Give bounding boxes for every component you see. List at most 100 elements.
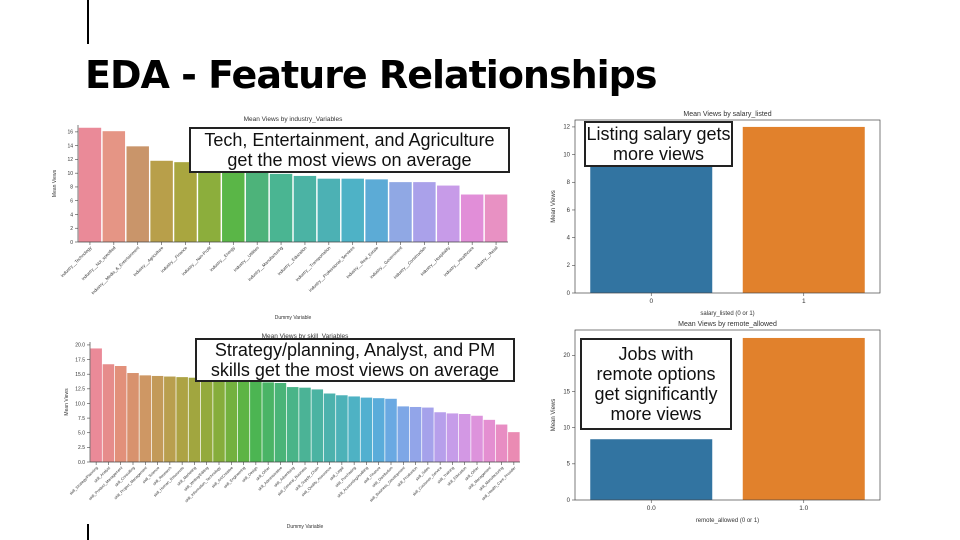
y-tick-label: 0 [567, 291, 571, 297]
x-tick-label: 1.0 [799, 505, 808, 512]
bar-22 [360, 397, 373, 462]
bar-11 [225, 379, 238, 462]
y-tick-label: 17.5 [75, 357, 85, 363]
bar-27 [422, 407, 434, 462]
y-tick-label: 4 [567, 235, 571, 241]
bar-32 [483, 419, 496, 462]
y-tick-label: 10 [563, 152, 570, 158]
industry-chart-panel: Mean Views by industry_Variables 0 2 4 6 8 10 1… [38, 112, 518, 322]
y-tick-label: 2.5 [78, 445, 85, 451]
x-tick-label: industry__Retail [473, 245, 498, 270]
bar-14 [262, 382, 274, 462]
remote-callout: Jobs with remote options get significant… [580, 338, 732, 430]
bar-0 [590, 439, 713, 500]
y-axis-label: Mean Views [64, 388, 70, 416]
bar-9 [293, 175, 317, 242]
bar-16 [460, 194, 484, 242]
x-tick-label: 0 [649, 298, 653, 305]
y-tick-label: 6 [70, 199, 73, 205]
bar-13 [250, 381, 262, 462]
y-axis-label: Mean Views [52, 169, 58, 197]
x-tick-label: industry__Professional_Services [308, 245, 356, 293]
y-axis-label: Mean Views [551, 399, 557, 432]
salary-callout-text: Listing salary gets more views [586, 123, 731, 164]
bar-10 [213, 378, 225, 462]
accent-line-top [87, 0, 89, 44]
y-tick-label: 8 [567, 180, 571, 186]
chart-2-group: Mean Views by salary_listed 0 2 4 6 8 10 12 0 1 sa… [551, 111, 881, 317]
bar-0 [78, 127, 102, 242]
slide-title: EDA - Feature Relationships [85, 53, 657, 97]
y-tick-label: 7.5 [78, 416, 85, 422]
y-tick-label: 20 [563, 353, 570, 359]
bar-14 [413, 182, 436, 242]
bar-8 [269, 173, 293, 242]
y-tick-label: 0.0 [78, 460, 85, 466]
y-tick-label: 16 [67, 130, 73, 136]
bar-21 [348, 396, 360, 462]
y-axis-label: Mean Views [551, 190, 557, 223]
chart-title: Mean Views by salary_listed [683, 111, 771, 118]
bar-8 [188, 377, 201, 462]
y-tick-label: 10.0 [75, 401, 85, 407]
y-tick-label: 12.5 [75, 387, 85, 393]
bar-13 [389, 182, 412, 242]
bar-5 [151, 375, 164, 462]
bar-30 [458, 414, 471, 462]
bar-1 [102, 131, 126, 242]
skill-callout-text: Strategy/planning, Analyst, and PM skill… [210, 339, 500, 380]
y-tick-label: 10 [563, 425, 570, 431]
industry-callout: Tech, Entertainment, and Agriculture get… [189, 127, 510, 173]
bar-15 [274, 382, 287, 462]
bar-19 [323, 393, 336, 462]
chart-title: Mean Views by remote_allowed [678, 321, 777, 328]
bar-7 [176, 377, 188, 462]
axes-frame [574, 119, 881, 294]
y-tick-label: 8 [70, 185, 73, 191]
chart-1-group: Mean Views by skill_Variables 0.0 2.5 5.0 7.… [64, 333, 520, 530]
industry-bar-chart: Mean Views by industry_Variables 0 2 4 6 8 10 1… [52, 116, 508, 321]
bar-31 [471, 415, 483, 462]
accent-line-bottom [87, 524, 89, 540]
chart-title: Mean Views by skill_Variables [262, 333, 350, 340]
bar-5 [198, 166, 221, 242]
y-tick-label: 0 [70, 240, 73, 246]
industry-callout-text: Tech, Entertainment, and Agriculture get… [204, 129, 495, 170]
bar-16 [286, 387, 299, 462]
y-tick-label: 14 [67, 143, 73, 149]
y-tick-label: 15 [563, 389, 570, 395]
bar-17 [484, 194, 508, 242]
bar-1 [742, 126, 865, 293]
x-axis-label: Dummy Variable [287, 524, 324, 530]
skill-chart-panel: Mean Views by skill_Variables 0.0 2.5 5.0 7.… [38, 322, 528, 530]
y-tick-label: 2 [70, 226, 73, 232]
bar-17 [299, 387, 311, 462]
bar-0 [90, 348, 102, 462]
chart-3-group: Mean Views by remote_allowed 0 5 10 15 20 0.0 1… [551, 321, 881, 524]
y-tick-label: 5 [567, 462, 571, 468]
x-axis-label: salary_listed (0 or 1) [700, 311, 754, 317]
bar-10 [317, 178, 341, 242]
y-tick-label: 12 [563, 125, 570, 131]
bar-12 [237, 380, 250, 462]
bar-34 [508, 432, 520, 462]
remote-callout-text: Jobs with remote options get significant… [594, 343, 718, 425]
x-axis-label: Dummy Variable [275, 315, 312, 321]
y-tick-label: 15.0 [75, 372, 85, 378]
bar-11 [341, 178, 364, 242]
y-tick-label: 10 [67, 171, 73, 177]
y-tick-label: 2 [567, 263, 571, 269]
skill-callout: Strategy/planning, Analyst, and PM skill… [195, 338, 515, 382]
bar-4 [139, 375, 152, 462]
bar-33 [495, 424, 508, 462]
bar-1 [742, 337, 865, 500]
chart-title: Mean Views by industry_Variables [244, 116, 344, 123]
bar-25 [397, 406, 410, 462]
x-tick-label: 1 [802, 298, 806, 305]
bar-0 [590, 162, 713, 293]
salary-chart-panel: Mean Views by salary_listed 0 2 4 6 8 10 12 0 1 sa… [540, 105, 890, 320]
bar-29 [446, 413, 459, 462]
axes-frame [574, 329, 881, 501]
bar-3 [150, 160, 173, 242]
bar-15 [437, 185, 460, 242]
